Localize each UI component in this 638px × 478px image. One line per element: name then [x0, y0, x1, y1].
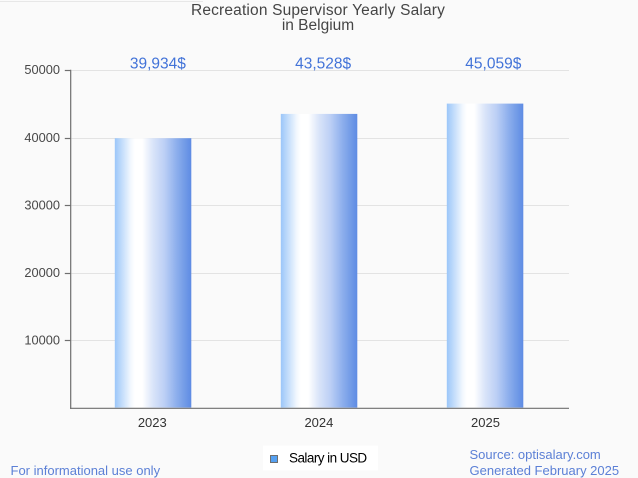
svg-text:Recreation Supervisor Yearly S: Recreation Supervisor Yearly Salary: [191, 2, 445, 19]
svg-text:2025: 2025: [471, 415, 500, 430]
svg-text:Source: optisalary.com: Source: optisalary.com: [470, 447, 601, 462]
svg-text:43,528$: 43,528$: [295, 56, 351, 73]
svg-text:39,934$: 39,934$: [130, 56, 186, 73]
svg-text:45,059$: 45,059$: [465, 56, 521, 73]
svg-text:Generated February 2025: Generated February 2025: [470, 463, 620, 478]
svg-text:Salary in USD: Salary in USD: [289, 450, 367, 465]
svg-text:20000: 20000: [24, 265, 60, 280]
svg-text:in Belgium: in Belgium: [282, 17, 354, 34]
svg-text:10000: 10000: [24, 333, 60, 348]
svg-text:40000: 40000: [24, 130, 60, 145]
svg-text:50000: 50000: [24, 62, 60, 77]
svg-text:30000: 30000: [24, 197, 60, 212]
svg-text:2024: 2024: [304, 415, 333, 430]
svg-text:For informational use only: For informational use only: [11, 463, 161, 478]
svg-text:2023: 2023: [138, 415, 167, 430]
